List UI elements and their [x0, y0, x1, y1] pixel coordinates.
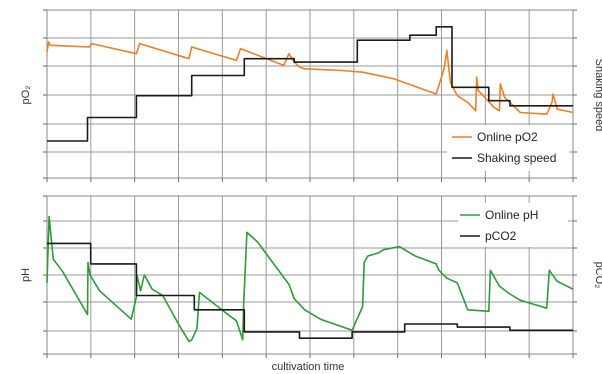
- top-panel-ticks: [43, 9, 577, 182]
- top-panel-po2-shaking: Online pO2 Shaking speed pO₂ Shaking spe…: [20, 9, 602, 182]
- bottom-panel-ph-pco2: Online pH pCO2 pH pCO₂ cultivation time: [20, 195, 602, 373]
- bottom-panel-ticks: [43, 195, 577, 358]
- series-line-shaking-speed: [47, 25, 573, 142]
- top-panel-grid: [47, 10, 573, 178]
- legend-label-online-po2: Online pO2: [477, 130, 538, 144]
- series-line-online-ph: [46, 215, 574, 343]
- x-axis-label: cultivation time: [272, 361, 345, 373]
- series-line-pco2: [47, 242, 573, 340]
- top-panel-series: [46, 25, 574, 142]
- bottom-left-axis-label: pH: [20, 268, 32, 282]
- top-legend-background: [447, 125, 569, 171]
- legend-label-online-ph: Online pH: [485, 208, 538, 222]
- legend-label-shaking-speed: Shaking speed: [477, 151, 556, 165]
- legend-label-pco2: pCO2: [485, 229, 517, 243]
- top-right-axis-label: Shaking speed: [593, 59, 602, 132]
- bottom-legend-background: [458, 203, 568, 247]
- top-panel-legend: Online pO2 Shaking speed: [447, 125, 569, 171]
- bottom-right-axis-label: pCO₂: [593, 262, 602, 289]
- bottom-panel-series: [46, 215, 574, 343]
- series-line-online-po2: [46, 41, 574, 115]
- bottom-panel-legend: Online pH pCO2: [458, 203, 568, 247]
- top-left-axis-label: pO₂: [20, 86, 32, 105]
